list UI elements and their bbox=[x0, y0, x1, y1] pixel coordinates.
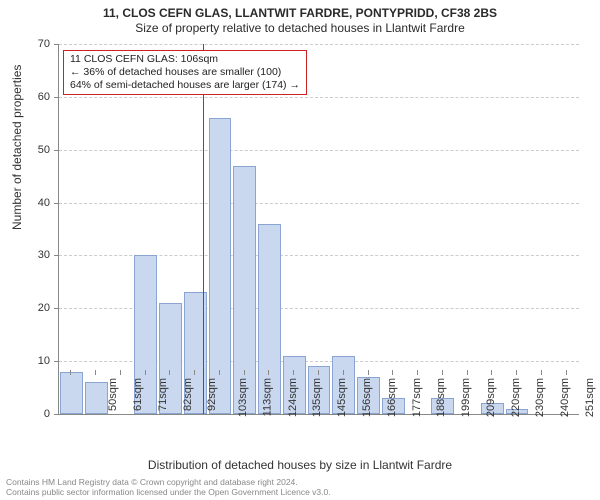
footer-attribution: Contains HM Land Registry data © Crown c… bbox=[6, 478, 331, 498]
xtick-label: 135sqm bbox=[312, 378, 324, 417]
ytick-mark bbox=[54, 255, 59, 256]
xtick-label: 103sqm bbox=[237, 378, 249, 417]
reference-annotation: 11 CLOS CEFN GLAS: 106sqm ← 36% of detac… bbox=[63, 50, 307, 95]
reference-line bbox=[203, 44, 204, 414]
xtick-label: 92sqm bbox=[206, 378, 218, 411]
ytick-label: 60 bbox=[0, 91, 50, 103]
xtick-mark bbox=[343, 370, 344, 375]
xtick-label: 82sqm bbox=[182, 378, 194, 411]
ytick-label: 50 bbox=[0, 144, 50, 156]
ytick-label: 20 bbox=[0, 302, 50, 314]
xtick-label: 209sqm bbox=[485, 378, 497, 417]
xtick-label: 240sqm bbox=[559, 378, 571, 417]
xtick-label: 50sqm bbox=[107, 378, 119, 411]
xtick-mark bbox=[491, 370, 492, 375]
annotation-line: ← 36% of detached houses are smaller (10… bbox=[70, 66, 300, 79]
xtick-label: 220sqm bbox=[510, 378, 522, 417]
xtick-label: 166sqm bbox=[386, 378, 398, 417]
ytick-label: 0 bbox=[0, 408, 50, 420]
xtick-mark bbox=[194, 370, 195, 375]
xtick-mark bbox=[318, 370, 319, 375]
grid-line bbox=[59, 203, 579, 204]
xtick-mark bbox=[467, 370, 468, 375]
xtick-label: 199sqm bbox=[460, 378, 472, 417]
xtick-label: 113sqm bbox=[261, 378, 273, 416]
x-axis-label: Distribution of detached houses by size … bbox=[0, 458, 600, 472]
chart-title-address: 11, CLOS CEFN GLAS, LLANTWIT FARDRE, PON… bbox=[0, 0, 600, 20]
xtick-mark bbox=[442, 370, 443, 375]
xtick-mark bbox=[244, 370, 245, 375]
ytick-label: 10 bbox=[0, 355, 50, 367]
grid-line bbox=[59, 150, 579, 151]
xtick-mark bbox=[368, 370, 369, 375]
ytick-mark bbox=[54, 44, 59, 45]
xtick-label: 156sqm bbox=[361, 378, 373, 417]
grid-line bbox=[59, 97, 579, 98]
xtick-mark bbox=[293, 370, 294, 375]
ytick-mark bbox=[54, 308, 59, 309]
histogram-bar bbox=[233, 166, 256, 414]
ytick-mark bbox=[54, 97, 59, 98]
ytick-mark bbox=[54, 150, 59, 151]
xtick-label: 124sqm bbox=[287, 378, 299, 417]
grid-line bbox=[59, 44, 579, 45]
xtick-mark bbox=[95, 370, 96, 375]
xtick-label: 230sqm bbox=[534, 378, 546, 417]
xtick-mark bbox=[268, 370, 269, 375]
ytick-mark bbox=[54, 414, 59, 415]
xtick-mark bbox=[120, 370, 121, 375]
annotation-line: 64% of semi-detached houses are larger (… bbox=[70, 79, 300, 92]
ytick-mark bbox=[54, 203, 59, 204]
xtick-mark bbox=[566, 370, 567, 375]
ytick-mark bbox=[54, 361, 59, 362]
ytick-label: 40 bbox=[0, 197, 50, 209]
xtick-mark bbox=[169, 370, 170, 375]
xtick-mark bbox=[219, 370, 220, 375]
chart-subtitle: Size of property relative to detached ho… bbox=[0, 20, 600, 35]
xtick-mark bbox=[541, 370, 542, 375]
xtick-mark bbox=[417, 370, 418, 375]
xtick-label: 145sqm bbox=[336, 378, 348, 417]
ytick-label: 70 bbox=[0, 38, 50, 50]
xtick-mark bbox=[70, 370, 71, 375]
xtick-label: 188sqm bbox=[435, 378, 447, 417]
xtick-mark bbox=[392, 370, 393, 375]
ytick-label: 30 bbox=[0, 249, 50, 261]
xtick-mark bbox=[516, 370, 517, 375]
xtick-mark bbox=[145, 370, 146, 375]
xtick-label: 251sqm bbox=[584, 378, 596, 417]
histogram-bar bbox=[85, 382, 108, 414]
annotation-line: 11 CLOS CEFN GLAS: 106sqm bbox=[70, 53, 300, 66]
xtick-label: 177sqm bbox=[411, 378, 423, 417]
xtick-label: 61sqm bbox=[132, 378, 144, 411]
property-size-histogram: 11, CLOS CEFN GLAS, LLANTWIT FARDRE, PON… bbox=[0, 0, 600, 500]
histogram-bar bbox=[60, 372, 83, 414]
plot-area: 11 CLOS CEFN GLAS: 106sqm ← 36% of detac… bbox=[58, 44, 579, 415]
xtick-label: 71sqm bbox=[157, 378, 169, 411]
footer-line: Contains public sector information licen… bbox=[6, 488, 331, 498]
